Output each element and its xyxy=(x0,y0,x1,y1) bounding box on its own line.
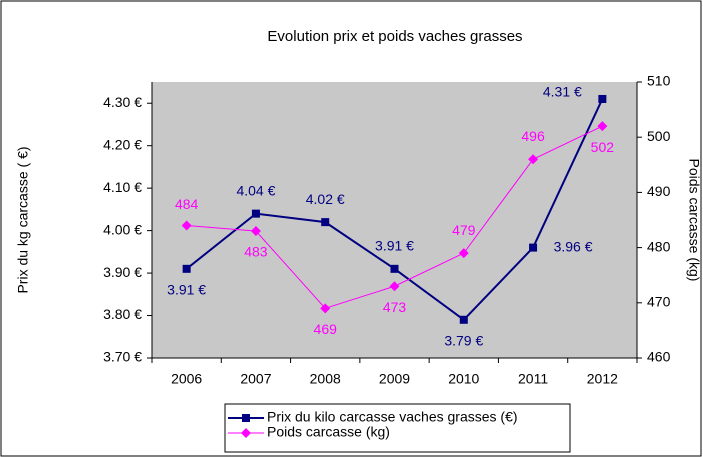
y-tick-label: 4.30 € xyxy=(103,94,142,110)
y2-tick-label: 460 xyxy=(647,349,671,365)
marker xyxy=(321,218,330,227)
data-label: 4.31 € xyxy=(543,84,582,100)
data-label: 479 xyxy=(452,222,476,238)
data-label: 4.02 € xyxy=(306,191,345,207)
marker xyxy=(251,209,260,218)
y-tick-label: 3.90 € xyxy=(103,264,142,280)
x-tick-label: 2009 xyxy=(379,371,410,387)
y-tick-label: 3.80 € xyxy=(103,306,142,322)
data-label: 473 xyxy=(383,299,407,315)
x-tick-label: 2012 xyxy=(587,371,618,387)
x-tick-label: 2006 xyxy=(171,371,202,387)
legend-label: Poids carcasse (kg) xyxy=(267,424,390,440)
data-label: 3.91 € xyxy=(375,238,414,254)
legend-marker xyxy=(242,414,250,422)
data-label: 502 xyxy=(591,139,615,155)
y-tick-label: 4.10 € xyxy=(103,179,142,195)
y2-tick-label: 500 xyxy=(647,128,671,144)
y-tick-label: 4.20 € xyxy=(103,136,142,152)
marker xyxy=(390,264,399,273)
marker xyxy=(389,281,400,292)
y-tick-label: 4.00 € xyxy=(103,221,142,237)
marker xyxy=(250,226,261,237)
data-label: 3.79 € xyxy=(444,332,483,348)
y2-tick-label: 510 xyxy=(647,73,671,89)
data-label: 4.04 € xyxy=(236,182,275,198)
marker xyxy=(458,248,469,259)
y-tick-label: 3.70 € xyxy=(103,349,142,365)
data-label: 496 xyxy=(521,128,545,144)
marker xyxy=(182,264,191,273)
data-label: 484 xyxy=(175,196,199,212)
data-label: 469 xyxy=(314,321,338,337)
data-label: 483 xyxy=(244,244,268,260)
plot-area xyxy=(152,82,637,358)
x-tick-label: 2010 xyxy=(448,371,479,387)
marker xyxy=(529,243,538,252)
x-tick-label: 2008 xyxy=(310,371,341,387)
legend-box xyxy=(224,403,571,453)
data-label: 3.96 € xyxy=(554,238,593,254)
legend-label: Prix du kilo carcasse vaches grasses (€) xyxy=(267,409,518,425)
y2-axis-label: Poids carcasse (kg) xyxy=(686,159,702,282)
x-tick-label: 2011 xyxy=(518,371,548,387)
marker xyxy=(181,220,192,231)
y-axis-label: Prix du kg carcasse ( €) xyxy=(15,146,31,293)
marker xyxy=(597,121,608,132)
marker xyxy=(459,315,468,324)
y2-tick-label: 470 xyxy=(647,294,671,310)
chart-title: Evolution prix et poids vaches grasses xyxy=(267,28,522,45)
x-tick-label: 2007 xyxy=(240,371,271,387)
y2-tick-label: 490 xyxy=(647,183,671,199)
legend-marker xyxy=(241,428,251,438)
marker xyxy=(598,94,607,103)
y2-tick-label: 480 xyxy=(647,238,671,254)
marker xyxy=(528,154,539,165)
data-label: 3.91 € xyxy=(167,282,206,298)
marker xyxy=(320,303,331,314)
